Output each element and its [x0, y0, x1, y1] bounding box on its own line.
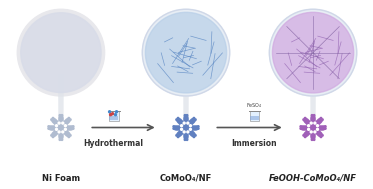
FancyBboxPatch shape	[109, 111, 119, 121]
Polygon shape	[310, 74, 316, 120]
Circle shape	[314, 131, 316, 133]
Text: Ni Foam: Ni Foam	[42, 174, 80, 183]
Circle shape	[310, 125, 316, 130]
Circle shape	[272, 12, 354, 93]
Circle shape	[112, 113, 113, 115]
Circle shape	[189, 128, 191, 130]
Circle shape	[56, 125, 57, 127]
Polygon shape	[183, 74, 189, 120]
Circle shape	[181, 128, 182, 130]
Circle shape	[183, 122, 185, 124]
Text: Immersion: Immersion	[232, 139, 277, 148]
FancyBboxPatch shape	[109, 116, 118, 120]
Circle shape	[314, 122, 316, 124]
Text: FeOOH-CoMoO₄/NF: FeOOH-CoMoO₄/NF	[269, 174, 357, 183]
Circle shape	[110, 114, 112, 116]
Circle shape	[62, 131, 64, 133]
Polygon shape	[58, 74, 64, 120]
Circle shape	[58, 131, 60, 133]
Circle shape	[189, 125, 191, 127]
Circle shape	[181, 125, 182, 127]
Circle shape	[56, 128, 57, 130]
Circle shape	[269, 9, 357, 96]
Circle shape	[317, 125, 319, 127]
Circle shape	[187, 131, 189, 133]
Circle shape	[109, 111, 110, 113]
Circle shape	[65, 128, 66, 130]
Circle shape	[145, 12, 227, 93]
Circle shape	[183, 131, 185, 133]
FancyBboxPatch shape	[250, 116, 259, 120]
Circle shape	[310, 131, 312, 133]
Circle shape	[317, 128, 319, 130]
FancyBboxPatch shape	[250, 111, 260, 121]
Text: CoMoO₄/NF: CoMoO₄/NF	[160, 174, 212, 183]
Circle shape	[21, 13, 101, 92]
Circle shape	[184, 125, 189, 130]
Circle shape	[65, 125, 66, 127]
Circle shape	[142, 9, 230, 96]
Text: FeSO$_4$: FeSO$_4$	[246, 101, 263, 110]
Circle shape	[308, 125, 310, 127]
Circle shape	[116, 111, 117, 113]
Circle shape	[187, 122, 189, 124]
Circle shape	[58, 125, 63, 130]
Circle shape	[58, 122, 60, 124]
Circle shape	[115, 114, 116, 116]
Circle shape	[62, 122, 64, 124]
Circle shape	[17, 9, 104, 96]
Circle shape	[308, 128, 310, 130]
Text: Hydrothermal: Hydrothermal	[84, 139, 144, 148]
Circle shape	[310, 122, 312, 124]
